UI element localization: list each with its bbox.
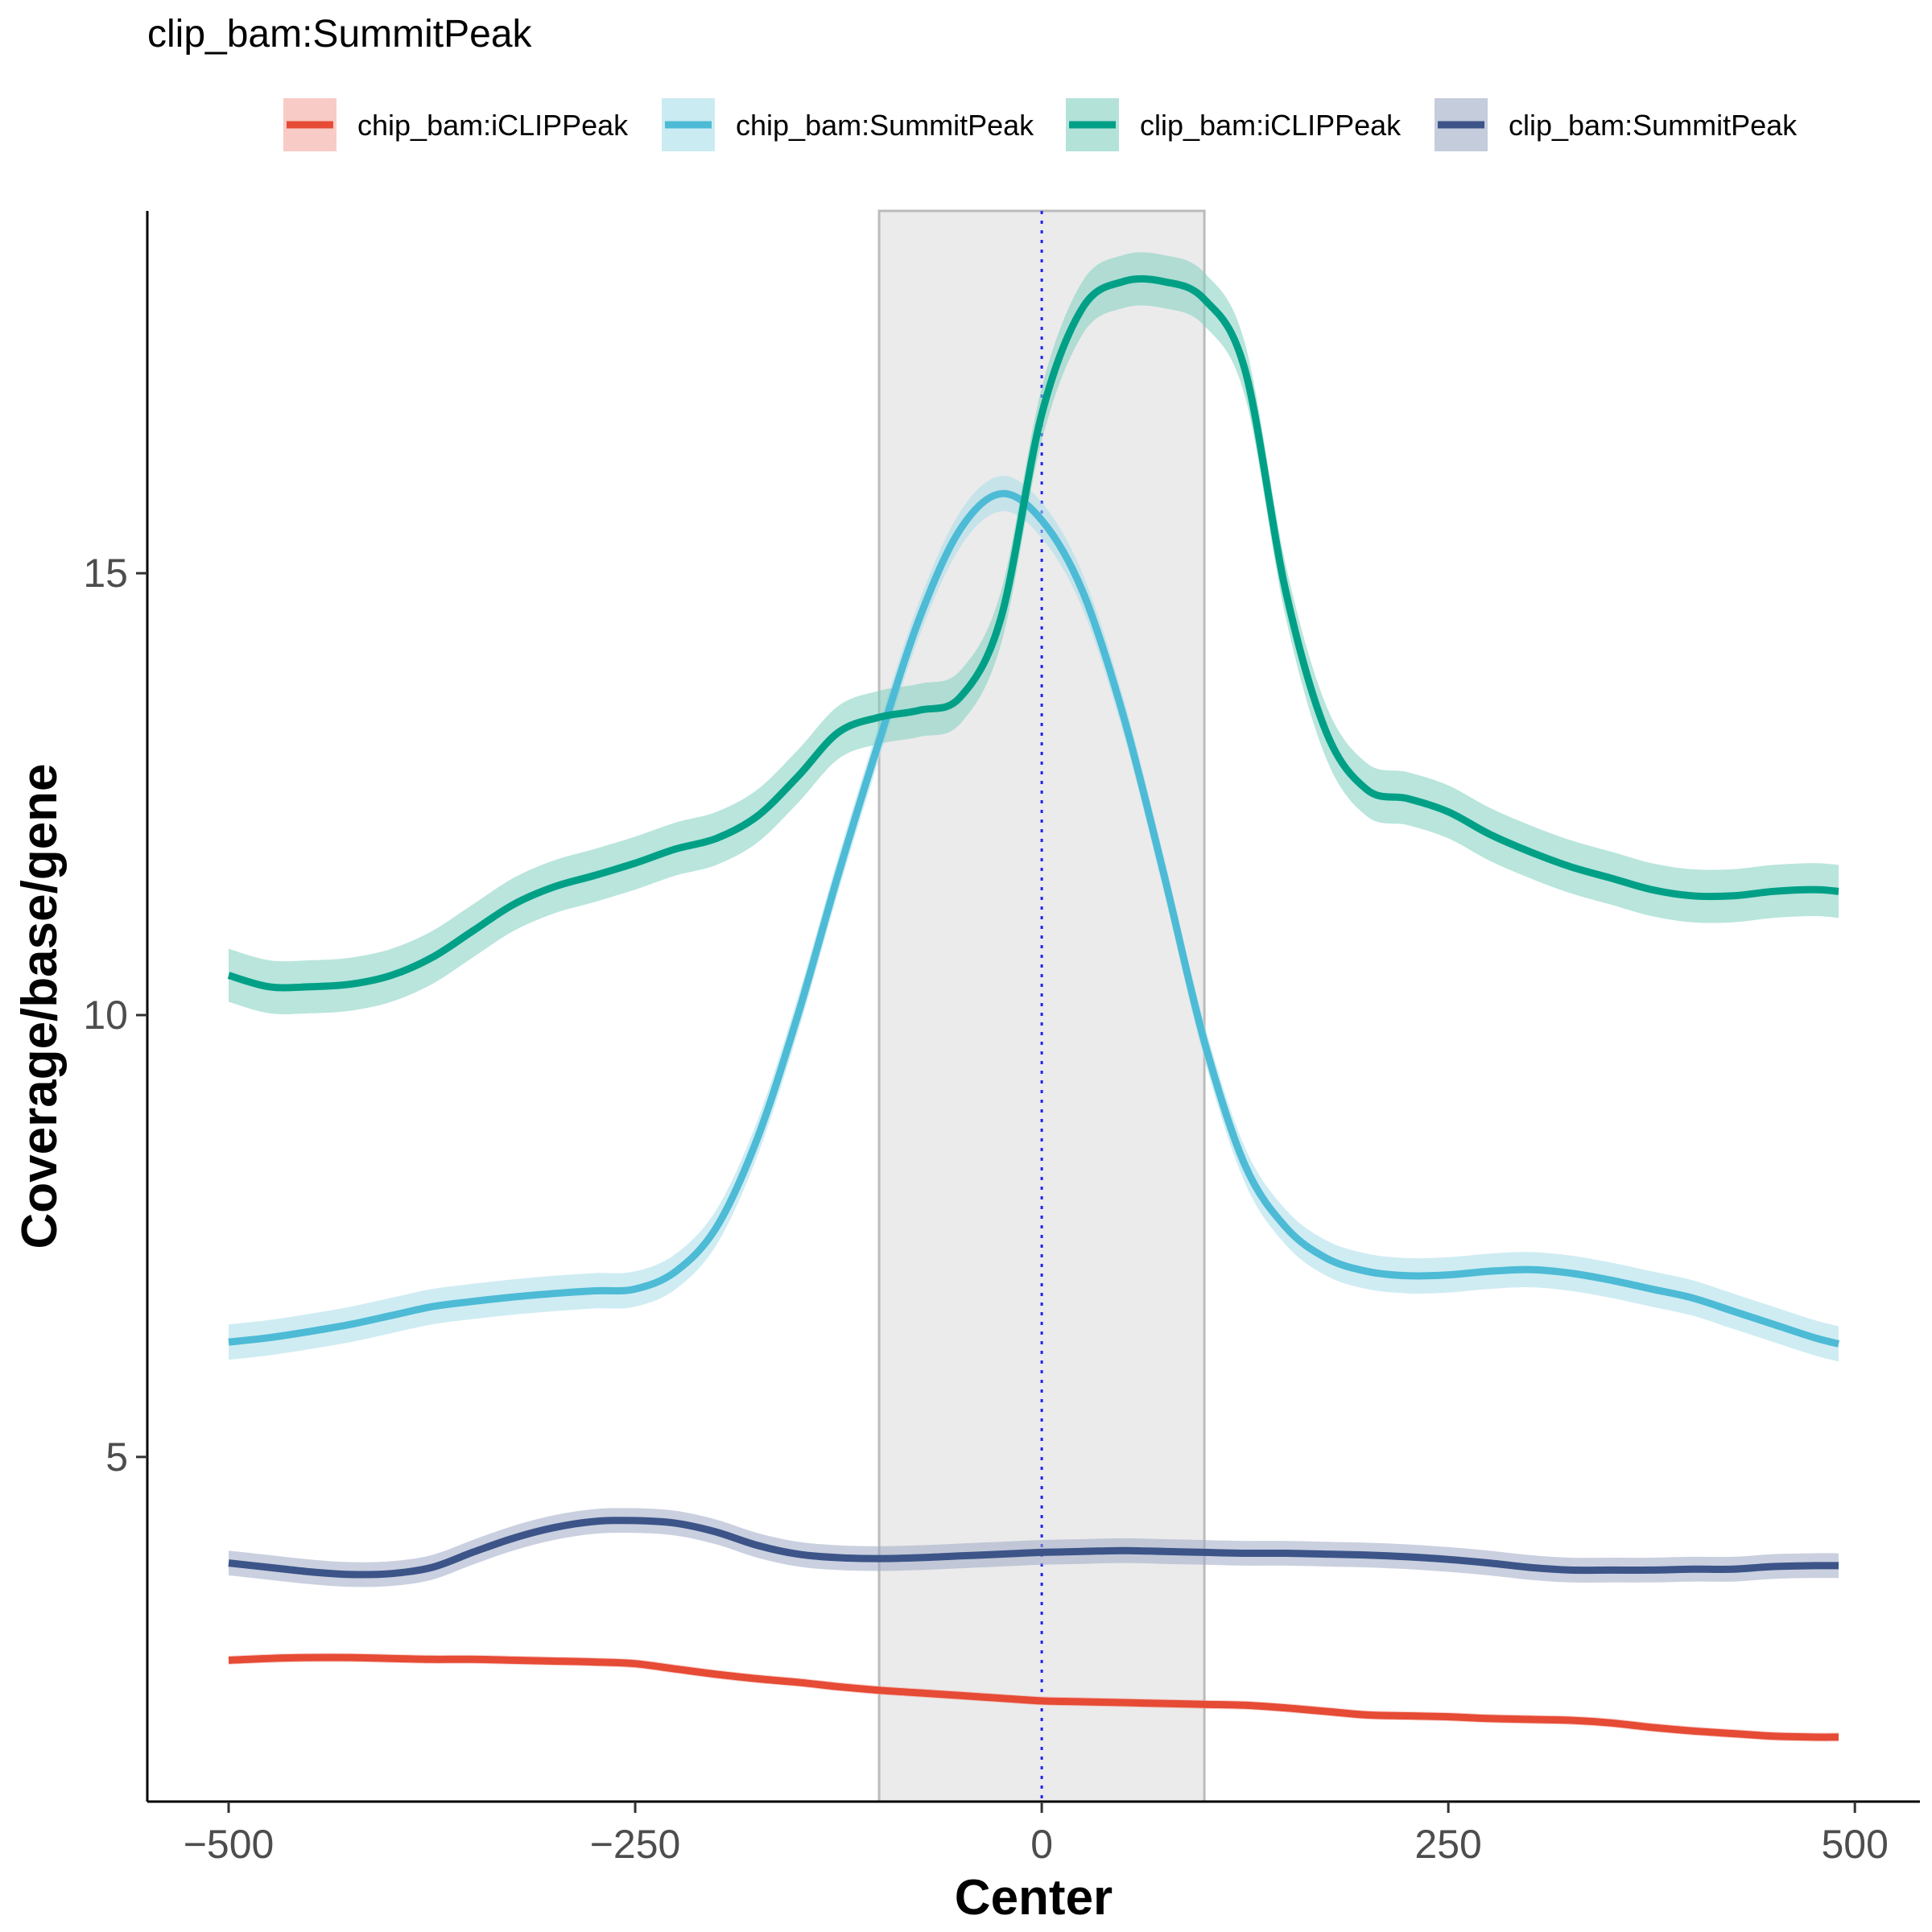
chart-title-group: clip_bam:SummitPeak (147, 13, 533, 56)
x-tick-label: −500 (184, 1822, 275, 1867)
series-line-1 (228, 489, 1840, 1348)
legend: chip_bam:iCLIPPeak chip_bam:SummitPeak cli… (283, 98, 1798, 151)
x-ticks: −500 −250 0 250 500 (184, 1802, 1889, 1867)
x-tick-label: 500 (1821, 1822, 1888, 1867)
legend-item: chip_bam:iCLIPPeak (283, 98, 629, 151)
axes: −500 −250 0 250 500 5 10 15 (83, 211, 1920, 1867)
series-line-3 (228, 1517, 1839, 1579)
legend-label: chip_bam:iCLIPPeak (357, 109, 629, 142)
x-axis-title: Center (955, 1870, 1113, 1926)
series-line-0 (228, 1653, 1839, 1741)
x-tick-label: 0 (1030, 1822, 1053, 1867)
series-line-2 (227, 275, 1839, 992)
chart-title: clip_bam:SummitPeak (147, 13, 533, 56)
legend-item: clip_bam:SummitPeak (1435, 98, 1798, 151)
series-band-2 (229, 252, 1839, 1014)
legend-label: clip_bam:iCLIPPeak (1140, 109, 1402, 142)
plot-area (227, 209, 1840, 1803)
legend-item: chip_bam:SummitPeak (662, 98, 1034, 151)
series-lines (227, 275, 1840, 1741)
legend-label: chip_bam:SummitPeak (736, 109, 1034, 142)
y-ticks: 5 10 15 (83, 551, 147, 1480)
y-tick-label: 10 (83, 993, 128, 1038)
x-tick-label: −250 (590, 1822, 681, 1867)
series-band-3 (229, 1508, 1839, 1587)
y-tick-label: 5 (105, 1435, 128, 1480)
legend-item: clip_bam:iCLIPPeak (1066, 98, 1402, 151)
y-axis-title: Coverage/base/gene (12, 763, 68, 1249)
legend-label: clip_bam:SummitPeak (1509, 109, 1798, 142)
y-tick-label: 15 (83, 551, 128, 596)
x-tick-label: 250 (1414, 1822, 1481, 1867)
